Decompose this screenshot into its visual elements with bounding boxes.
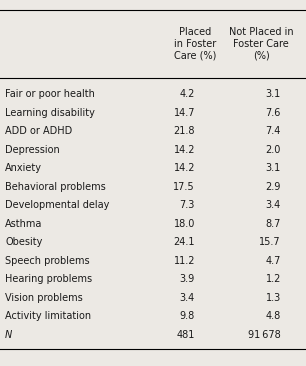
Text: Placed
in Foster
Care (%): Placed in Foster Care (%): [174, 27, 216, 61]
Text: 7.4: 7.4: [266, 126, 281, 136]
Text: 7.3: 7.3: [180, 200, 195, 210]
Text: 21.8: 21.8: [174, 126, 195, 136]
Text: Behavioral problems: Behavioral problems: [5, 182, 106, 192]
Text: 481: 481: [177, 330, 195, 340]
Text: 3.1: 3.1: [266, 163, 281, 173]
Text: Not Placed in
Foster Care
(%): Not Placed in Foster Care (%): [229, 27, 293, 61]
Text: 11.2: 11.2: [174, 256, 195, 266]
Text: Developmental delay: Developmental delay: [5, 200, 109, 210]
Text: 14.7: 14.7: [174, 108, 195, 118]
Text: 3.1: 3.1: [266, 89, 281, 99]
Text: Fair or poor health: Fair or poor health: [5, 89, 95, 99]
Text: 91 678: 91 678: [248, 330, 281, 340]
Text: 4.7: 4.7: [266, 256, 281, 266]
Text: 8.7: 8.7: [266, 219, 281, 229]
Text: 1.2: 1.2: [266, 274, 281, 284]
Text: Obesity: Obesity: [5, 237, 42, 247]
Text: Hearing problems: Hearing problems: [5, 274, 92, 284]
Text: Depression: Depression: [5, 145, 60, 155]
Text: ADD or ADHD: ADD or ADHD: [5, 126, 72, 136]
Text: 7.6: 7.6: [266, 108, 281, 118]
Text: 2.9: 2.9: [266, 182, 281, 192]
Text: Anxiety: Anxiety: [5, 163, 42, 173]
Text: 3.4: 3.4: [180, 293, 195, 303]
Text: Speech problems: Speech problems: [5, 256, 90, 266]
Text: 4.2: 4.2: [180, 89, 195, 99]
Text: 9.8: 9.8: [180, 311, 195, 321]
Text: 3.9: 3.9: [180, 274, 195, 284]
Text: Learning disability: Learning disability: [5, 108, 95, 118]
Text: 24.1: 24.1: [174, 237, 195, 247]
Text: 14.2: 14.2: [174, 163, 195, 173]
Text: 2.0: 2.0: [266, 145, 281, 155]
Text: 4.8: 4.8: [266, 311, 281, 321]
Text: 18.0: 18.0: [174, 219, 195, 229]
Text: N: N: [5, 330, 12, 340]
Text: 14.2: 14.2: [174, 145, 195, 155]
Text: 1.3: 1.3: [266, 293, 281, 303]
Text: 15.7: 15.7: [259, 237, 281, 247]
Text: 3.4: 3.4: [266, 200, 281, 210]
Text: 17.5: 17.5: [174, 182, 195, 192]
Text: Asthma: Asthma: [5, 219, 42, 229]
Text: Vision problems: Vision problems: [5, 293, 83, 303]
Text: Activity limitation: Activity limitation: [5, 311, 91, 321]
